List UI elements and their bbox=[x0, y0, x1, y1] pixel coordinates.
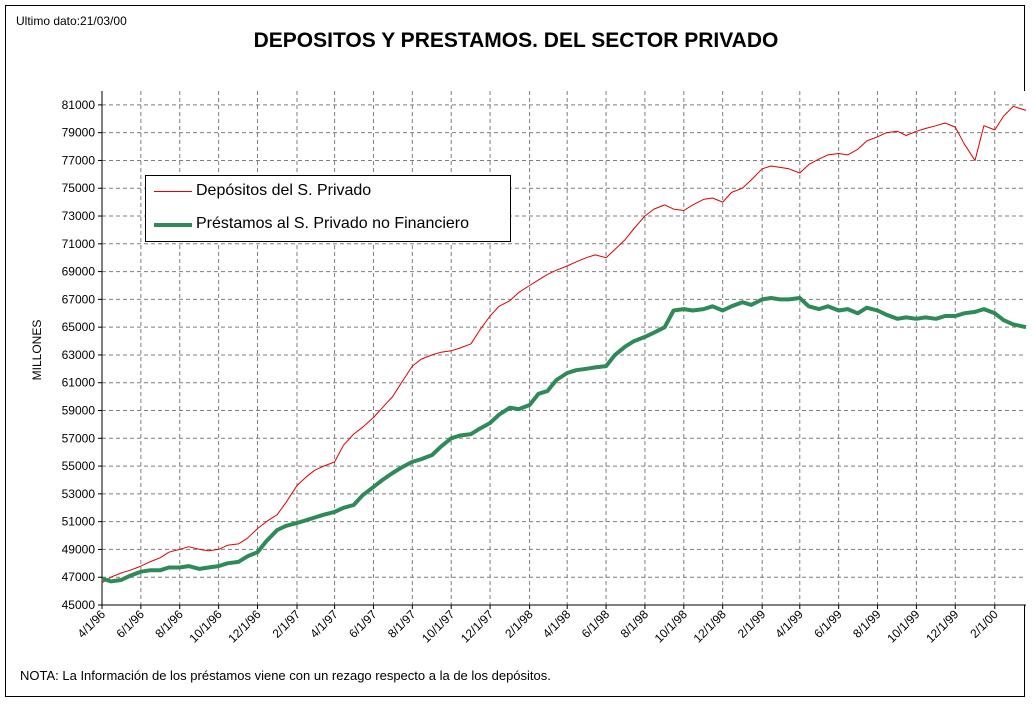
footnote: NOTA: La Información de los préstamos vi… bbox=[20, 668, 551, 683]
y-tick-label: 67000 bbox=[62, 292, 96, 306]
y-tick-label: 57000 bbox=[62, 431, 96, 445]
y-tick-label: 47000 bbox=[62, 570, 96, 584]
x-tick-label: 10/1/96 bbox=[187, 607, 225, 645]
legend-item-depositos: Depósitos del S. Privado bbox=[146, 178, 512, 206]
y-tick-label: 71000 bbox=[62, 237, 96, 251]
legend-swatch-depositos bbox=[154, 191, 192, 192]
y-tick-label: 81000 bbox=[62, 98, 96, 112]
y-axis-label: MILLONES bbox=[30, 320, 44, 381]
y-tick-label: 65000 bbox=[62, 320, 96, 334]
chart-title: DEPOSITOS Y PRESTAMOS. DEL SECTOR PRIVAD… bbox=[253, 29, 779, 52]
x-tick-label: 10/1/97 bbox=[419, 607, 457, 645]
x-tick-label: 8/1/96 bbox=[152, 607, 186, 641]
x-tick-label: 6/1/96 bbox=[113, 607, 147, 641]
legend-label-depositos: Depósitos del S. Privado bbox=[196, 182, 372, 199]
axes bbox=[98, 91, 1026, 609]
last-data-label: Ultimo dato:21/03/00 bbox=[16, 14, 127, 28]
plot-area bbox=[102, 91, 1026, 605]
x-tick-label: 4/1/98 bbox=[540, 607, 574, 641]
y-tick-labels: 45000 47000 49000 51000 53000 55000 57000 59000… bbox=[62, 98, 96, 612]
y-tick-label: 75000 bbox=[62, 181, 96, 195]
y-tick-label: 45000 bbox=[62, 598, 96, 612]
x-tick-label: 10/1/98 bbox=[652, 607, 690, 645]
x-tick-label: 10/1/99 bbox=[884, 607, 922, 645]
legend-label-prestamos: Préstamos al S. Privado no Financiero bbox=[196, 215, 470, 232]
legend-swatch-prestamos bbox=[154, 223, 192, 227]
y-tick-label: 55000 bbox=[62, 459, 96, 473]
x-tick-label: 6/1/99 bbox=[811, 607, 845, 641]
x-tick-label: 6/1/98 bbox=[579, 607, 613, 641]
y-tick-label: 63000 bbox=[62, 348, 96, 362]
x-tick-label: 4/1/96 bbox=[75, 607, 109, 641]
y-tick-label: 77000 bbox=[62, 153, 96, 167]
y-tick-label: 53000 bbox=[62, 487, 96, 501]
series-line-depositos bbox=[101, 105, 1027, 584]
x-tick-label: 4/1/97 bbox=[307, 607, 341, 641]
y-tick-label: 79000 bbox=[62, 126, 96, 140]
x-tick-label: 8/1/97 bbox=[385, 607, 419, 641]
series-line-prestamos bbox=[101, 296, 1027, 584]
y-tick-label: 61000 bbox=[62, 376, 96, 390]
x-tick-label: 2/1/00 bbox=[967, 607, 1001, 641]
y-tick-label: 73000 bbox=[62, 209, 96, 223]
x-tick-label: 12/1/97 bbox=[458, 607, 496, 645]
legend-item-prestamos: Préstamos al S. Privado no Financiero bbox=[146, 211, 512, 239]
y-tick-label: 69000 bbox=[62, 265, 96, 279]
x-tick-label: 2/1/99 bbox=[735, 607, 769, 641]
x-tick-label: 12/1/96 bbox=[225, 607, 263, 645]
x-tick-label: 8/1/98 bbox=[618, 607, 652, 641]
x-tick-label: 8/1/99 bbox=[850, 607, 884, 641]
x-tick-label: 4/1/99 bbox=[772, 607, 806, 641]
legend: Depósitos del S. Privado Préstamos al S.… bbox=[145, 175, 511, 242]
y-tick-label: 51000 bbox=[62, 515, 96, 529]
series-layer bbox=[101, 105, 1027, 584]
x-tick-labels: 4/1/96 6/1/96 8/1/96 10/1/96 12/1/96 2/1/97 4/… bbox=[75, 607, 1001, 645]
x-tick-label: 12/1/98 bbox=[691, 607, 729, 645]
y-tick-label: 59000 bbox=[62, 404, 96, 418]
x-tick-label: 2/1/97 bbox=[270, 607, 304, 641]
y-tick-label: 49000 bbox=[62, 542, 96, 556]
x-tick-label: 6/1/97 bbox=[346, 607, 380, 641]
x-tick-label: 2/1/98 bbox=[502, 607, 536, 641]
x-tick-label: 12/1/99 bbox=[923, 607, 961, 645]
